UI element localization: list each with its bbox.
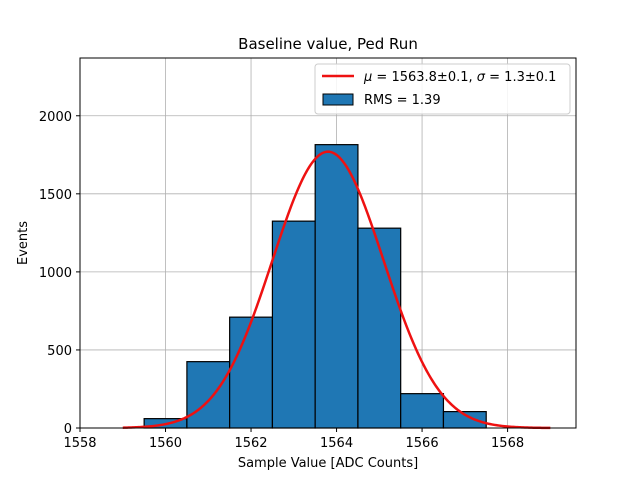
gaussian-fit-curve [122, 150, 551, 430]
gaussian-fit [122, 150, 551, 430]
x-tick-label-1564: 1564 [320, 436, 353, 451]
histogram-bar-3 [229, 316, 274, 429]
legend-sigma-symbol: σ [477, 70, 486, 85]
x-axis-ticks: 1558 1560 1562 1564 1566 1568 [63, 428, 524, 451]
legend-histogram-swatch [322, 93, 354, 106]
y-tick-label-1500: 1500 [39, 188, 72, 203]
chart-title: Baseline value, Ped Run [238, 35, 418, 53]
legend-mu-symbol: μ [363, 70, 372, 85]
y-axis-ticks: 0 500 1000 1500 2000 [39, 110, 80, 437]
histogram-bar-5 [314, 144, 359, 429]
histogram-bar-6 [357, 227, 402, 429]
legend-sigma-value: = 1.3±0.1 [485, 70, 556, 85]
legend-fit-label: μ = 1563.8±0.1, σ = 1.3±0.1 [363, 70, 556, 85]
histogram-bar-2 [186, 361, 231, 429]
histogram-bar-4 [271, 220, 316, 429]
x-tick-label-1562: 1562 [234, 436, 267, 451]
histogram-bars [143, 144, 487, 429]
x-tick-label-1566: 1566 [406, 436, 439, 451]
plot-frame [79, 57, 577, 429]
y-axis-title: Events [16, 221, 31, 265]
x-tick-label-1558: 1558 [63, 436, 96, 451]
legend-histogram-label: RMS = 1.39 [364, 93, 441, 108]
x-axis-title: Sample Value [ADC Counts] [238, 456, 418, 471]
legend-mu-value: = 1563.8±0.1, [372, 70, 476, 85]
y-tick-label-2000: 2000 [39, 110, 72, 125]
legend-box [314, 63, 571, 115]
x-tick-label-1568: 1568 [491, 436, 524, 451]
y-tick-label-1000: 1000 [39, 266, 72, 281]
y-tick-label-0: 0 [64, 422, 72, 437]
y-tick-label-500: 500 [47, 344, 72, 359]
x-tick-label-1560: 1560 [149, 436, 182, 451]
histogram-bar-7 [400, 393, 445, 429]
legend: μ = 1563.8±0.1, σ = 1.3±0.1 RMS = 1.39 [314, 63, 571, 115]
